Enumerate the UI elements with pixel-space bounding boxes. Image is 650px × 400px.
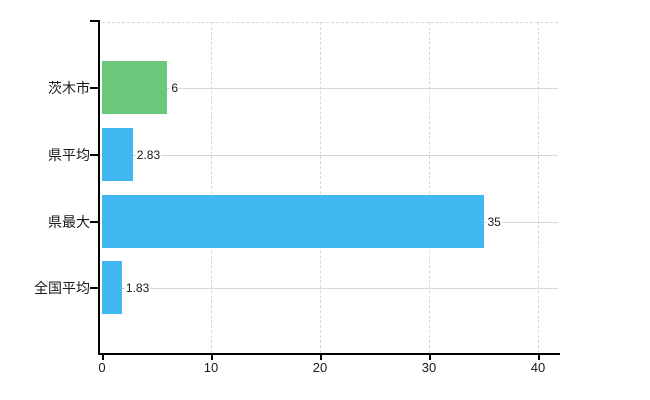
y-axis-top-cap-tick (90, 20, 98, 22)
bar-全国平均 (102, 261, 122, 314)
category-label-茨木市: 茨木市 (48, 80, 90, 96)
bar-value-label: 2.83 (135, 148, 162, 162)
vertical-gridline (429, 22, 430, 353)
y-axis-tick (90, 154, 98, 156)
x-axis-label-20: 20 (312, 360, 328, 375)
x-axis-label-10: 10 (203, 360, 219, 375)
plot-area-top-border (102, 22, 558, 23)
bar-value-label: 6 (170, 81, 180, 95)
x-axis-tick (320, 355, 322, 360)
y-axis-tick (90, 87, 98, 89)
y-axis-tick (90, 287, 98, 289)
x-axis-tick (211, 355, 213, 360)
x-axis-tick (102, 355, 104, 360)
category-label-県平均: 県平均 (48, 147, 90, 163)
x-axis-line (98, 353, 560, 355)
category-label-県最大: 県最大 (48, 214, 90, 230)
y-axis-tick (90, 221, 98, 223)
x-axis-label-30: 30 (421, 360, 437, 375)
vertical-gridline (211, 22, 212, 353)
vertical-gridline (320, 22, 321, 353)
vertical-gridline (538, 22, 539, 353)
bar-県平均 (102, 128, 133, 181)
bar-県最大 (102, 195, 484, 248)
category-label-全国平均: 全国平均 (34, 280, 90, 296)
bar-value-label: 35 (486, 215, 502, 229)
x-axis-tick (538, 355, 540, 360)
y-axis-line (98, 20, 100, 355)
horizontal-gridline (102, 155, 558, 156)
x-axis-label-0: 0 (98, 360, 106, 375)
horizontal-gridline (102, 88, 558, 89)
bar-value-label: 1.83 (124, 281, 151, 295)
x-axis-tick (429, 355, 431, 360)
x-axis-label-40: 40 (530, 360, 546, 375)
bar-茨木市 (102, 61, 168, 114)
horizontal-gridline (102, 288, 558, 289)
